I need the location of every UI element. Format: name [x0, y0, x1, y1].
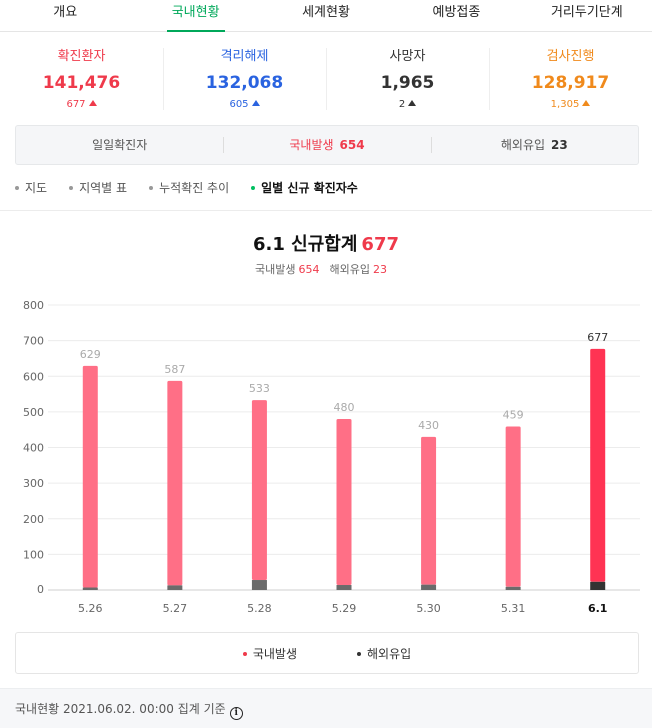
chart-title: 6.1 신규합계 677 [253, 234, 399, 255]
y-tick-label: 400 [23, 442, 44, 455]
y-tick-label: 0 [37, 583, 44, 596]
subtab-region-table[interactable]: 지역별 표 [69, 178, 127, 198]
data-label: 533 [249, 382, 270, 395]
x-tick-label: 5.28 [247, 602, 272, 615]
stat-value: 132,068 [205, 73, 284, 93]
bar-domestic [336, 419, 352, 586]
bar-overseas [336, 585, 352, 590]
x-tick-label: 5.26 [78, 602, 103, 615]
chart-total: 677 [361, 234, 399, 255]
bullet-icon [251, 186, 256, 190]
bar-overseas [421, 584, 437, 590]
up-triangle-icon [251, 100, 260, 106]
bar-domestic [167, 380, 183, 586]
y-tick-label: 600 [23, 370, 44, 383]
bar-domestic [82, 365, 98, 588]
x-tick-label: 5.31 [501, 602, 526, 615]
daily-domestic-value: 654 [339, 138, 365, 152]
bullet-icon [15, 186, 19, 190]
top-tabs: 개요 국내현황 세계현황 예방접종 거리두기단계 [0, 0, 652, 32]
subtab-daily-new[interactable]: 일별 신규 확진자수 [251, 178, 358, 198]
stat-value: 1,965 [380, 73, 435, 93]
divider [0, 210, 652, 211]
footer: 국내현황 2021.06.02. 00:00 집계 기준 i [0, 688, 652, 728]
daily-cases-chart: 0 100 200 300 400 500 600 700 800 629 5.26 587 5.27 5… [23, 299, 640, 615]
bar-domestic [251, 400, 267, 581]
data-label: 459 [503, 408, 524, 421]
stat-value: 128,917 [531, 73, 610, 93]
stat-label: 확진환자 [57, 49, 106, 64]
data-label: 480 [334, 401, 355, 414]
subtab-map[interactable]: 지도 [15, 178, 47, 198]
bar-overseas [590, 581, 606, 590]
stat-deaths: 사망자 1,965 2 [326, 40, 489, 120]
bar-overseas [167, 585, 183, 590]
tab-world[interactable]: 세계현황 [302, 5, 350, 20]
stat-released: 격리해제 132,068 605 [163, 40, 326, 120]
footer-text: 국내현황 2021.06.02. 00:00 집계 기준 [15, 702, 226, 716]
legend-dot-icon [357, 651, 361, 656]
stat-testing: 검사진행 128,917 1,305 [489, 40, 652, 120]
stats-row: 확진환자 141,476 677 격리해제 132,068 605 사망자 1,… [0, 40, 652, 120]
daily-label: 일일확진자 [92, 138, 148, 152]
stat-label: 격리해제 [220, 49, 269, 64]
bar-overseas [251, 580, 267, 590]
bar-overseas [505, 586, 521, 590]
x-tick-label: 6.1 [588, 602, 608, 615]
data-label: 430 [418, 419, 439, 432]
up-triangle-icon [408, 100, 417, 106]
daily-summary: 일일확진자 국내발생 654 해외유입 23 [15, 125, 639, 165]
legend-dot-icon [242, 651, 247, 656]
bar-domestic [505, 426, 521, 587]
bullet-icon [69, 186, 74, 190]
daily-domestic: 국내발생 654 [223, 126, 430, 164]
chart-legend: 국내발생 해외유입 [15, 632, 639, 674]
stat-change: 1,305 [489, 98, 652, 112]
sub-tabs: 지도 지역별 표 누적확진 추이 일별 신규 확진자수 [15, 178, 380, 198]
chart-subtitle: 국내발생 654 해외유입 23 [255, 263, 387, 276]
tab-overview[interactable]: 개요 [53, 5, 78, 20]
x-tick-label: 5.29 [332, 602, 357, 615]
bar-domestic [590, 348, 606, 582]
stat-confirmed: 확진환자 141,476 677 [0, 40, 163, 120]
stat-change: 605 [163, 98, 326, 112]
data-label: 677 [587, 331, 608, 344]
stat-change: 677 [0, 98, 163, 112]
tab-domestic[interactable]: 국내현황 [130, 0, 260, 31]
y-tick-label: 700 [23, 335, 44, 348]
tab-vaccination[interactable]: 예방접종 [432, 5, 481, 20]
y-tick-label: 200 [23, 513, 44, 526]
y-tick-label: 500 [23, 406, 44, 419]
data-label: 629 [80, 348, 101, 361]
bar-overseas [82, 587, 98, 590]
info-icon[interactable]: i [229, 707, 243, 720]
subtab-cumulative[interactable]: 누적확진 추이 [149, 178, 229, 198]
x-tick-label: 5.30 [416, 602, 441, 615]
up-triangle-icon [88, 100, 97, 106]
legend-domestic: 국내발생 [242, 645, 297, 662]
stat-value: 141,476 [42, 73, 121, 93]
x-tick-label: 5.27 [163, 602, 188, 615]
data-label: 587 [164, 363, 185, 376]
y-tick-label: 100 [23, 548, 44, 561]
up-triangle-icon [582, 100, 591, 106]
legend-overseas: 해외유입 [357, 645, 411, 662]
y-tick-label: 800 [23, 299, 44, 312]
daily-overseas: 해외유입 23 [430, 126, 638, 164]
daily-overseas-value: 23 [551, 138, 568, 152]
stat-change: 2 [326, 98, 489, 112]
y-tick-label: 300 [23, 477, 44, 490]
bullet-icon [149, 186, 154, 190]
stat-label: 사망자 [389, 49, 426, 64]
bar-domestic [421, 436, 437, 585]
tab-distancing[interactable]: 거리두기단계 [550, 5, 623, 20]
stat-label: 검사진행 [546, 49, 595, 64]
